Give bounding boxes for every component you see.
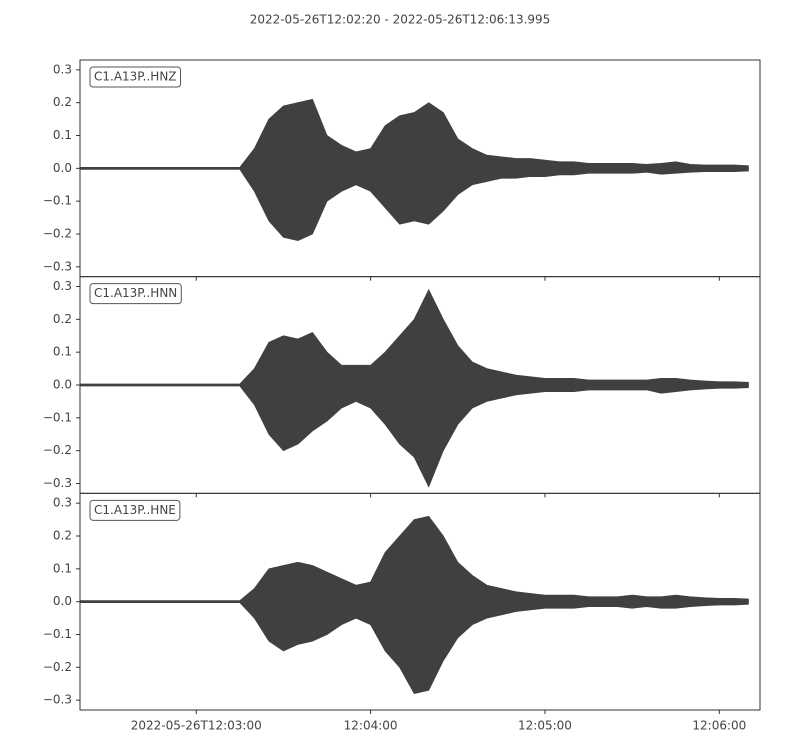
- chart-title: 2022-05-26T12:02:20 - 2022-05-26T12:06:1…: [250, 13, 551, 27]
- trace-label: C1.A13P..HNN: [94, 286, 177, 300]
- y-tick-label: −0.2: [43, 660, 72, 674]
- x-tick-label: 12:05:00: [518, 719, 572, 733]
- y-tick-label: 0.1: [53, 345, 72, 359]
- y-tick-label: 0.3: [53, 496, 72, 510]
- y-tick-label: −0.3: [43, 259, 72, 273]
- y-tick-label: 0.2: [53, 95, 72, 109]
- x-tick-label: 2022-05-26T12:03:00: [131, 719, 262, 733]
- y-tick-label: 0.0: [53, 378, 72, 392]
- y-tick-label: 0.1: [53, 128, 72, 142]
- y-tick-label: 0.3: [53, 279, 72, 293]
- waveform-envelope: [79, 384, 749, 488]
- trace-label-box: [89, 283, 182, 305]
- waveform-envelope: [79, 601, 749, 695]
- y-tick-label: −0.2: [43, 443, 72, 457]
- waveform-envelope: [79, 167, 749, 241]
- trace-label: C1.A13P..HNE: [94, 503, 176, 517]
- waveform-envelope: [79, 288, 749, 386]
- x-tick-label: 12:06:00: [692, 719, 746, 733]
- y-tick-label: −0.3: [43, 693, 72, 707]
- y-tick-label: −0.1: [43, 410, 72, 424]
- trace-label-box: [89, 499, 181, 521]
- waveform-envelope: [79, 515, 749, 603]
- trace-label: C1.A13P..HNZ: [94, 70, 177, 84]
- y-tick-label: 0.0: [53, 594, 72, 608]
- y-tick-label: −0.1: [43, 194, 72, 208]
- trace-label-box: [89, 66, 182, 88]
- x-tick-label: 12:04:00: [344, 719, 398, 733]
- waveform-envelope: [79, 98, 749, 169]
- y-tick-label: −0.1: [43, 627, 72, 641]
- y-tick-label: 0.1: [53, 561, 72, 575]
- y-tick-label: −0.2: [43, 226, 72, 240]
- y-tick-label: −0.3: [43, 476, 72, 490]
- y-tick-label: 0.2: [53, 312, 72, 326]
- y-tick-label: 0.3: [53, 62, 72, 76]
- y-tick-label: 0.0: [53, 161, 72, 175]
- y-tick-label: 0.2: [53, 529, 72, 543]
